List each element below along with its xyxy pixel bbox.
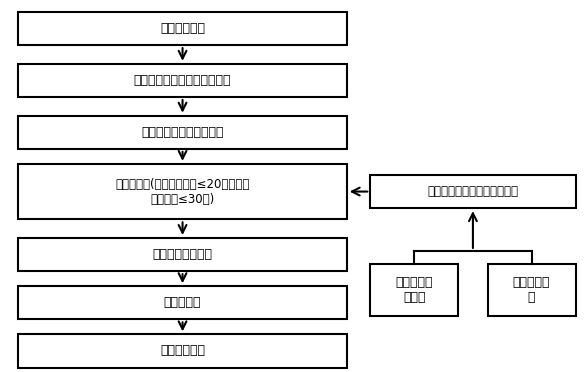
Text: 氧化石墨烯基保温砂浆的制备: 氧化石墨烯基保温砂浆的制备 — [427, 185, 519, 198]
FancyBboxPatch shape — [18, 286, 347, 320]
Text: 吊垂直、套方、弹控制线: 吊垂直、套方、弹控制线 — [141, 126, 224, 139]
Text: 基层墙体处理: 基层墙体处理 — [160, 22, 205, 35]
Text: 抹抗裂砂浆: 抹抗裂砂浆 — [164, 296, 201, 309]
FancyBboxPatch shape — [487, 264, 576, 316]
Text: 抹保温浆料(外墙内侧厚度≤20㎜，外墙
外侧厚度≤30㎜): 抹保温浆料(外墙内侧厚度≤20㎜，外墙 外侧厚度≤30㎜) — [115, 177, 250, 206]
FancyBboxPatch shape — [370, 175, 576, 208]
Text: 混合砂浆干
粉: 混合砂浆干 粉 — [513, 276, 550, 304]
FancyBboxPatch shape — [18, 116, 347, 149]
Text: 氧化石墨烯
分散液: 氧化石墨烯 分散液 — [396, 276, 433, 304]
FancyBboxPatch shape — [370, 264, 458, 316]
FancyBboxPatch shape — [18, 164, 347, 219]
Text: 弹分格线、分格槽: 弹分格线、分格槽 — [152, 248, 212, 261]
Text: 洞口堵缝、穿墙套管、卡处理: 洞口堵缝、穿墙套管、卡处理 — [134, 74, 231, 87]
FancyBboxPatch shape — [18, 12, 347, 45]
FancyBboxPatch shape — [18, 238, 347, 271]
FancyBboxPatch shape — [18, 64, 347, 97]
Text: 涂料饰面施工: 涂料饰面施工 — [160, 344, 205, 357]
FancyBboxPatch shape — [18, 334, 347, 368]
